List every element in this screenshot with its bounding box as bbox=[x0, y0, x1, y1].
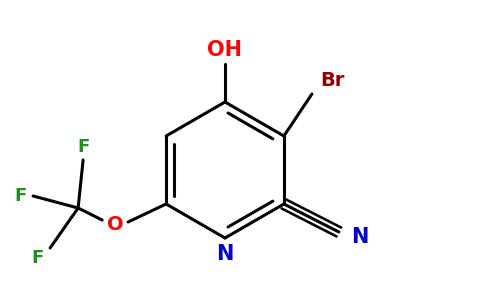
Text: Br: Br bbox=[320, 70, 344, 89]
Text: F: F bbox=[77, 138, 89, 156]
Text: F: F bbox=[14, 187, 26, 205]
Text: F: F bbox=[31, 249, 43, 267]
Text: N: N bbox=[216, 244, 234, 264]
Text: N: N bbox=[351, 227, 368, 247]
Text: O: O bbox=[107, 214, 123, 233]
Text: OH: OH bbox=[208, 40, 242, 60]
